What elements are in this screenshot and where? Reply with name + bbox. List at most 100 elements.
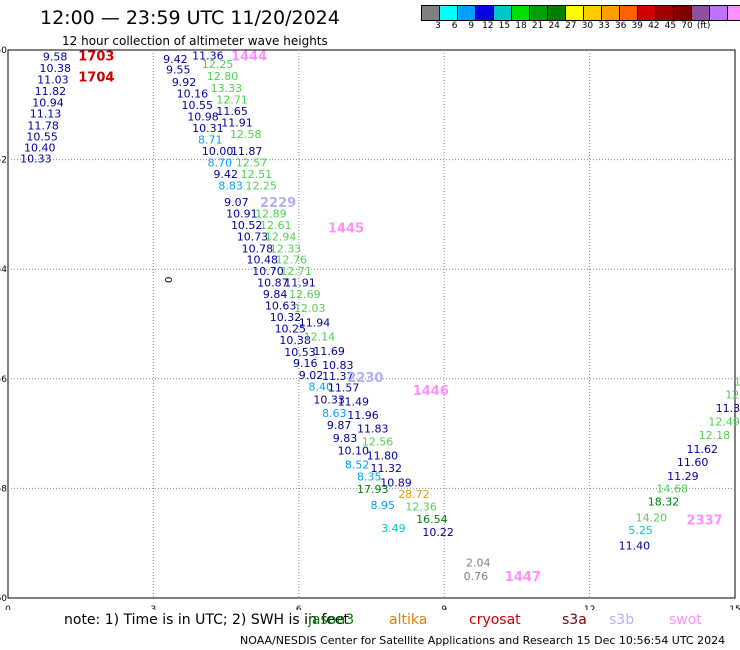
wave-height-value: 11.36 xyxy=(192,49,224,62)
wave-height-value: 9.58 xyxy=(43,51,67,64)
wave-height-value: 8.40 xyxy=(308,380,333,393)
lat-tick-label: 54 xyxy=(0,265,7,275)
wave-height-value: 11.13 xyxy=(30,108,61,121)
wave-height-value: 11.80 xyxy=(367,450,399,463)
lat-tick-label: 56 xyxy=(0,375,7,385)
wave-height-value: 14.20 xyxy=(636,511,668,524)
wave-height-value: 10.83 xyxy=(322,359,354,372)
wave-height-value: 10.32 xyxy=(270,311,302,324)
color-scale-tick: 39 xyxy=(631,21,643,31)
lat-tick-label: 52 xyxy=(0,156,7,166)
wave-height-value: 10.63 xyxy=(265,299,297,312)
wave-height-value: 10.55 xyxy=(182,99,214,112)
wave-height-value: 8.83 xyxy=(218,179,243,192)
wave-height-value: 16.54 xyxy=(416,513,448,526)
wave-height-value: 9.84 xyxy=(263,288,288,301)
wave-height-value: 10.33 xyxy=(20,153,52,166)
color-scale-tick: 24 xyxy=(548,21,560,31)
lon-tick-label: 9 xyxy=(441,605,447,610)
wave-height-value: 10.73 xyxy=(237,230,269,243)
wave-height-value: 11.3 xyxy=(716,402,740,415)
wave-height-value: 12.25 xyxy=(202,58,234,71)
color-scale-tick: 36 xyxy=(614,21,627,31)
wave-height-value: 10.22 xyxy=(422,526,454,539)
wave-height-value: 11.29 xyxy=(667,470,699,483)
legend-item-s3a: s3a xyxy=(562,612,587,628)
color-scale-tick: 3 xyxy=(435,21,441,31)
wave-height-value: 10.87 xyxy=(257,276,289,289)
wave-height-value: 9.16 xyxy=(293,357,318,370)
note-text: note: 1) Time is in UTC; 2) SWH is in fe… xyxy=(64,612,350,628)
wave-height-value: 11.91 xyxy=(221,116,253,129)
wave-height-value: 11.82 xyxy=(35,85,66,98)
color-scale-tick: 30 xyxy=(581,21,594,31)
color-scale-tick: 9 xyxy=(468,21,475,31)
wave-height-value: 10.25 xyxy=(275,322,307,335)
wave-height-value: 10.33 xyxy=(313,394,345,407)
wave-height-value: 8.95 xyxy=(371,499,396,512)
pass-number-label: 2230 xyxy=(347,371,383,386)
wave-height-value: 11.32 xyxy=(371,462,403,475)
wave-height-value: 12.71 xyxy=(216,93,248,106)
wave-height-value: 8.70 xyxy=(208,156,233,169)
wave-height-value: 11.62 xyxy=(687,443,719,456)
wave-height-value: 12.69 xyxy=(289,288,321,301)
color-scale-tick: 6 xyxy=(451,21,458,31)
wave-height-value: 11.91 xyxy=(284,276,316,289)
wave-height-value: 11.03 xyxy=(37,74,69,87)
wave-height-value: 9.55 xyxy=(166,64,191,77)
lat-tick-label: 50 xyxy=(0,46,7,56)
wave-height-value: 9.42 xyxy=(163,53,188,66)
wave-height-value: 17.93 xyxy=(357,483,389,496)
wave-height-value: 9.42 xyxy=(213,168,238,181)
wave-height-value: 12.56 xyxy=(362,435,394,448)
wave-height-value: 11.60 xyxy=(677,456,709,469)
legend-item-altika: altika xyxy=(389,612,428,628)
wave-height-value: 10.52 xyxy=(231,219,262,232)
wave-height-value: 9.87 xyxy=(327,419,352,432)
wave-height-value: 12.14 xyxy=(304,331,336,344)
wave-height-value: 12.25 xyxy=(245,179,277,192)
map-frame xyxy=(7,49,736,599)
color-scale-tick: 15 xyxy=(498,21,511,31)
wave-height-value: 8.52 xyxy=(345,458,370,471)
color-scale xyxy=(421,5,740,21)
wave-height-value: 10.38 xyxy=(279,334,311,347)
legend-item-s3b: s3b xyxy=(609,612,635,628)
wave-height-value: 0.76 xyxy=(464,570,489,583)
pass-number-label: 1447 xyxy=(505,570,541,585)
wave-height-value: 12.61 xyxy=(260,219,292,232)
footer-credit: NOAA/NESDIS Center for Satellite Applica… xyxy=(240,634,726,647)
wave-height-value: 10.16 xyxy=(177,87,209,100)
color-scale-tick: 18 xyxy=(515,21,527,31)
color-scale-tick: 42 xyxy=(648,21,660,31)
position-marker: 0 xyxy=(164,277,175,283)
wave-height-value: 10.00 xyxy=(202,145,234,158)
wave-height-value: 28.72 xyxy=(398,488,430,501)
wave-height-value: 2.04 xyxy=(466,556,491,569)
wave-height-value: 12.94 xyxy=(265,230,297,243)
wave-height-value: 11.96 xyxy=(347,409,379,422)
pass-number-label: 1446 xyxy=(413,384,449,399)
pass-number-label: 1445 xyxy=(328,222,364,237)
wave-height-value: 8.71 xyxy=(198,133,223,146)
wave-height-value: 8.35 xyxy=(357,470,382,483)
wave-height-value: 9.02 xyxy=(299,369,324,382)
wave-height-value: 9.92 xyxy=(172,76,197,89)
wave-height-value: 11.94 xyxy=(299,316,331,329)
lon-tick-label: 15 xyxy=(729,605,740,610)
color-scale-tick: 12 xyxy=(482,21,494,31)
wave-height-value: 13.33 xyxy=(211,82,243,95)
wave-height-value: 12.89 xyxy=(255,207,287,220)
lon-tick-label: 3 xyxy=(151,605,157,610)
wave-height-value: 11.87 xyxy=(231,145,262,158)
legend-item-swot: swot xyxy=(669,612,702,628)
color-scale-tick: 33 xyxy=(598,21,610,31)
wave-height-value: 11.83 xyxy=(357,423,389,436)
wave-height-value: 10.10 xyxy=(338,445,370,458)
wave-height-value: 9.83 xyxy=(333,432,358,445)
wave-height-value: 12.49 xyxy=(708,416,740,429)
lon-tick-label: 12 xyxy=(584,605,595,610)
wave-height-value: 11.65 xyxy=(216,105,248,118)
wave-height-value: 11.57 xyxy=(328,382,360,395)
